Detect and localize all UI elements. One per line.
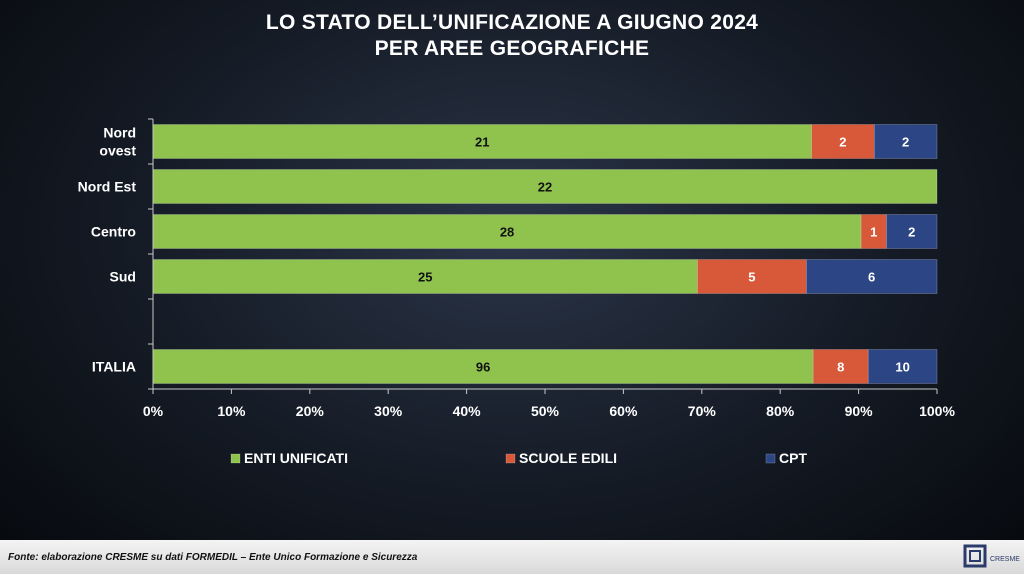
- x-tick-label: 20%: [296, 403, 325, 419]
- x-tick-label: 50%: [531, 403, 560, 419]
- bar-segment: [152, 124, 812, 159]
- bar-segment: [152, 259, 698, 294]
- category-label: Centro: [91, 224, 136, 240]
- legend-label: CPT: [779, 450, 807, 466]
- chart-title: LO STATO DELL’UNIFICAZIONE A GIUGNO 2024…: [0, 10, 1024, 62]
- x-tick-label: 30%: [374, 403, 403, 419]
- data-label: 22: [538, 180, 552, 195]
- x-tick-label: 10%: [217, 403, 246, 419]
- data-label: 21: [475, 135, 489, 150]
- chart-title-line-1: LO STATO DELL’UNIFICAZIONE A GIUGNO 2024: [265, 11, 759, 34]
- bar-segment: [697, 259, 807, 294]
- data-label: 2: [908, 225, 915, 240]
- data-label: 28: [500, 225, 514, 240]
- data-label: 5: [748, 270, 755, 285]
- bar-segment: [867, 349, 938, 384]
- category-label: ITALIA: [92, 359, 136, 375]
- footer-bar: Fonte: elaborazione CRESME su dati FORME…: [0, 540, 1024, 574]
- data-label: 2: [902, 135, 909, 150]
- category-label: Sud: [110, 269, 136, 285]
- x-tick-label: 40%: [453, 403, 482, 419]
- bar-segment: [806, 259, 938, 294]
- data-label: 96: [476, 360, 490, 375]
- legend-swatch: [505, 453, 516, 464]
- legend-label: ENTI UNIFICATI: [244, 450, 348, 466]
- data-label: 25: [418, 270, 432, 285]
- x-tick-label: 90%: [845, 403, 874, 419]
- bar-segment: [152, 349, 814, 384]
- legend-swatch: [765, 453, 776, 464]
- legend-label: SCUOLE EDILI: [519, 450, 617, 466]
- bar-segment: [886, 214, 938, 249]
- cresme-logo-icon: [963, 544, 987, 568]
- bar-segment: [812, 349, 869, 384]
- data-label: 10: [895, 360, 909, 375]
- category-label: ovest: [99, 143, 136, 159]
- bar-segment: [152, 214, 862, 249]
- data-label: 1: [870, 225, 877, 240]
- logo-text: CRESME: [990, 556, 1020, 563]
- bar-segment: [873, 124, 938, 159]
- source-note: Fonte: elaborazione CRESME su dati FORME…: [8, 552, 418, 563]
- x-tick-label: 60%: [609, 403, 638, 419]
- data-label: 2: [839, 135, 846, 150]
- x-tick-label: 0%: [143, 403, 164, 419]
- chart-title-line-2: PER AREE GEOGRAFICHE: [374, 37, 650, 60]
- bar-segment: [152, 169, 938, 204]
- data-label: 6: [868, 270, 875, 285]
- category-label: Nord Est: [78, 179, 137, 195]
- data-label: 8: [837, 360, 844, 375]
- bar-segment: [860, 214, 887, 249]
- legend-swatch: [230, 453, 241, 464]
- x-tick-label: 100%: [919, 403, 955, 419]
- x-tick-label: 80%: [766, 403, 795, 419]
- category-label: Nord: [103, 125, 136, 141]
- x-tick-label: 70%: [688, 403, 717, 419]
